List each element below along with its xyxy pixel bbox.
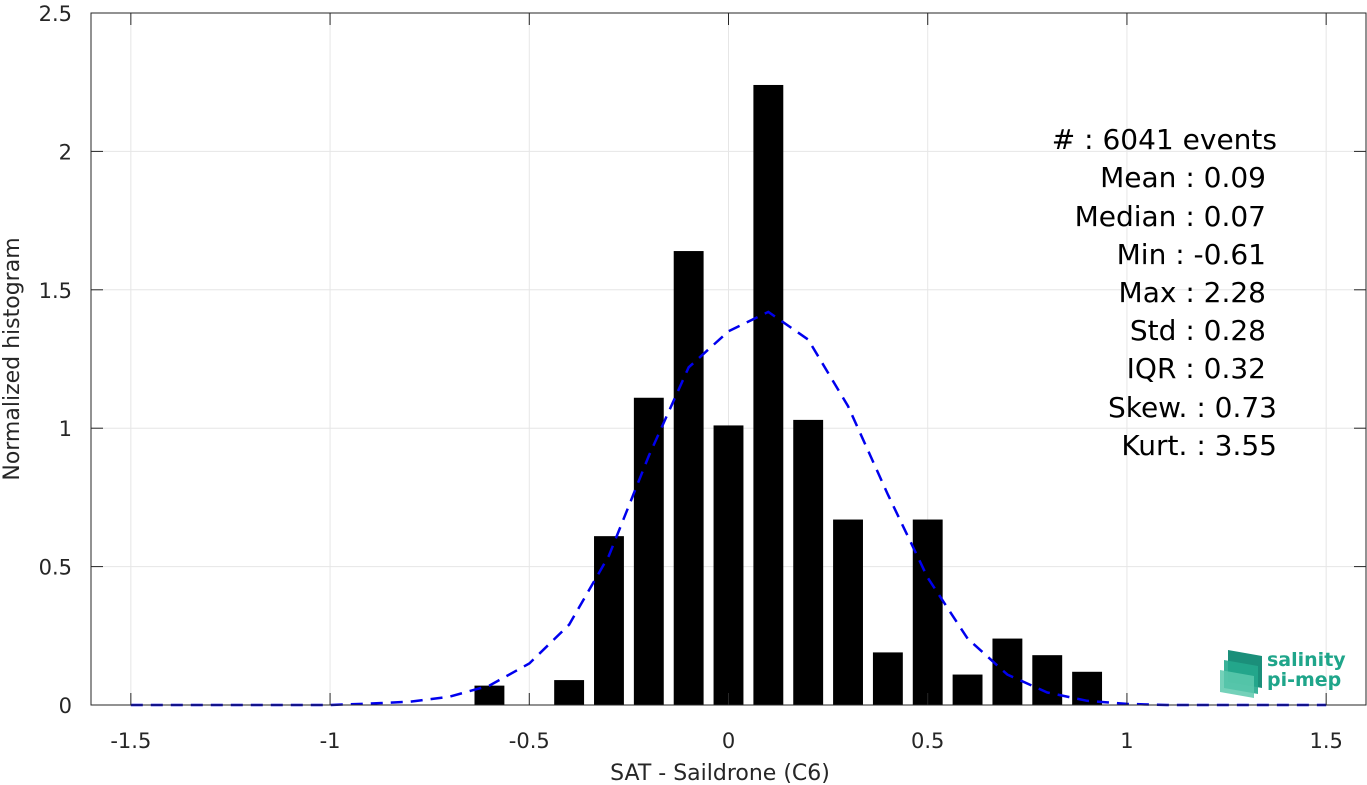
histogram-bar	[992, 638, 1023, 705]
histogram-bar	[872, 652, 903, 705]
axis-ticks: -1.5 -1 -0.5 0 0.5 1 1.5 0 0.5 1 1.5 2 2.5	[39, 2, 1366, 753]
histogram-bar	[1032, 655, 1063, 705]
y-tick-label: 1.5	[39, 279, 72, 303]
stat-kurt: Kurt. : 3.55	[1121, 429, 1277, 462]
wave-logo-icon	[1220, 650, 1262, 698]
x-axis-label: SAT - Saildrone (C6)	[610, 761, 830, 785]
stat-median: Median : 0.07	[1075, 200, 1266, 233]
y-axis-label: Normalized histogram	[0, 237, 25, 480]
histogram-bar	[793, 419, 824, 705]
histogram-bar	[474, 685, 505, 705]
x-tick-label: 0	[722, 729, 735, 753]
y-tick-label: 2	[59, 140, 72, 164]
y-tick-label: 2.5	[39, 2, 72, 26]
histogram-bar	[594, 536, 624, 705]
histogram-bar	[713, 425, 744, 705]
histogram-bar	[554, 680, 585, 705]
x-tick-label: 1	[1120, 729, 1133, 753]
histogram-bar	[633, 397, 664, 705]
y-tick-label: 0	[59, 694, 72, 718]
stat-std: Std : 0.28	[1130, 314, 1266, 347]
stat-events: # : 6041 events	[1052, 123, 1277, 156]
histogram-bars	[474, 84, 1103, 705]
histogram-bar	[833, 519, 863, 705]
y-tick-label: 0.5	[39, 556, 72, 580]
stat-mean: Mean : 0.09	[1100, 161, 1266, 194]
stat-skew: Skew. : 0.73	[1108, 391, 1277, 424]
stat-max: Max : 2.28	[1119, 276, 1266, 309]
x-tick-label: 1.5	[1309, 729, 1342, 753]
x-tick-label: -1.5	[110, 729, 151, 753]
histogram-bar	[912, 519, 943, 705]
salinity-pimep-logo: salinity pi-mep	[1220, 649, 1346, 698]
x-tick-label: 0.5	[911, 729, 944, 753]
x-tick-label: -1	[320, 729, 341, 753]
logo-line-2: pi-mep	[1267, 669, 1341, 691]
histogram-bar	[753, 84, 784, 705]
logo-line-1: salinity	[1267, 649, 1346, 671]
stat-min: Min : -0.61	[1117, 238, 1266, 271]
x-tick-label: -0.5	[509, 729, 550, 753]
stat-iqr: IQR : 0.32	[1127, 352, 1266, 385]
histogram-bar	[673, 251, 704, 705]
stats-box: # : 6041 events Mean : 0.09 Median : 0.0…	[1052, 123, 1277, 462]
y-tick-label: 1	[59, 417, 72, 441]
histogram-bar	[952, 674, 983, 705]
